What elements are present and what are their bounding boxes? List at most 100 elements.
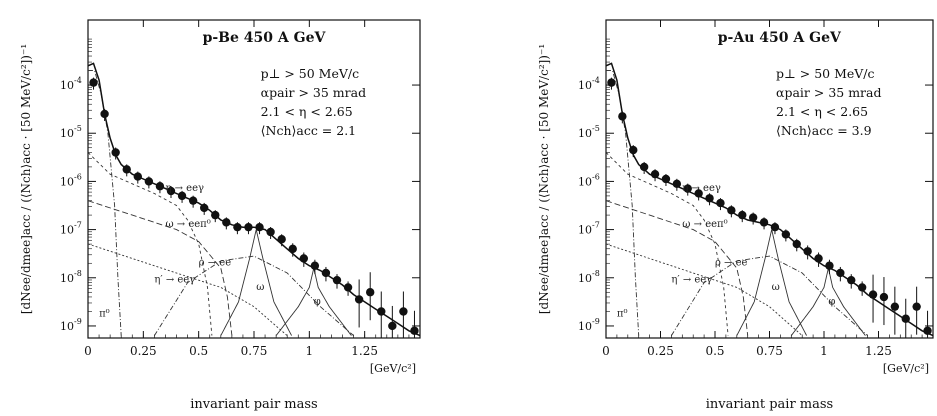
data-point	[277, 235, 286, 244]
data-point	[650, 169, 660, 179]
x-axis-label: invariant pair mass	[190, 397, 317, 412]
y-tick-label: 10-4	[60, 76, 82, 92]
curve-label: π⁰	[99, 308, 110, 319]
x-axis-unit: [GeV/c²]	[370, 362, 416, 375]
data-point	[901, 314, 910, 323]
y-tick-base: 10	[578, 175, 592, 188]
y-tick-label: 10-4	[578, 76, 600, 92]
x-tick-label: 0.5	[189, 344, 208, 358]
y-tick-base: 10	[578, 320, 592, 333]
data-point	[879, 292, 889, 302]
chart-title: p-Au 450 A GeV	[718, 30, 842, 46]
data-point	[607, 78, 616, 87]
cut-annotation: αpair > 35 mrad	[261, 85, 366, 100]
x-tick-label: 0.5	[705, 344, 724, 358]
data-point	[366, 288, 375, 297]
y-tick-label: 10-6	[60, 172, 82, 188]
curve-label: ρ → ee	[199, 258, 232, 269]
curve-label: ρ → ee	[715, 258, 748, 269]
component-curve	[88, 70, 122, 336]
data-point	[727, 206, 736, 215]
data-point	[144, 177, 154, 186]
data-point	[354, 295, 364, 304]
y-tick-base: 10	[60, 79, 74, 92]
y-tick-label: 10-8	[60, 269, 82, 285]
data-point	[618, 112, 627, 121]
data-point	[89, 78, 98, 87]
cut-annotation: 2.1 < η < 2.65	[261, 104, 353, 119]
curve-label: φ	[828, 296, 835, 307]
data-point	[770, 222, 780, 232]
component-curve	[606, 152, 729, 336]
data-point	[133, 172, 142, 181]
y-tick-exp: -4	[74, 76, 82, 85]
data-point	[211, 210, 220, 220]
x-tick-label: 0	[84, 344, 92, 358]
y-tick-label: 10-5	[578, 124, 600, 140]
component-curve	[671, 255, 868, 336]
curve-label: η → eeγ	[165, 183, 204, 194]
data-point	[255, 222, 264, 232]
data-point	[781, 230, 791, 239]
data-point	[705, 194, 714, 203]
plot-area	[606, 62, 933, 338]
x-tick-label: 0	[602, 344, 610, 358]
cut-annotation: p⊥ > 50 MeV/c	[261, 66, 360, 81]
data-point	[332, 275, 342, 285]
data-point	[890, 302, 900, 311]
y-tick-base: 10	[578, 79, 592, 92]
y-tick-exp: -7	[74, 221, 82, 230]
data-point	[377, 307, 386, 316]
data-point	[912, 302, 921, 311]
data-point	[661, 174, 671, 184]
data-point	[188, 196, 198, 205]
y-tick-base: 10	[60, 272, 74, 285]
cut-annotation: ⟨Nch⟩acc = 3.9	[776, 123, 872, 138]
data-point	[111, 148, 120, 157]
y-tick-exp: -6	[592, 172, 600, 181]
data-point	[388, 321, 397, 331]
component-curve	[154, 255, 354, 336]
cut-annotation: 2.1 < η < 2.65	[776, 104, 868, 119]
y-tick-base: 10	[578, 224, 592, 237]
y-tick-base: 10	[578, 127, 592, 140]
data-point	[100, 109, 109, 119]
curve-label: η′ → eeγ	[671, 275, 712, 286]
y-axis-label: [dNee/dmee]acc / (⟨Nch⟩acc · [50 MeV/c²]…	[537, 44, 551, 314]
data-point	[814, 254, 823, 263]
y-tick-base: 10	[60, 224, 74, 237]
curve-label: η → eeγ	[682, 183, 721, 194]
chart-title: p-Be 450 A GeV	[203, 30, 327, 46]
data-point	[923, 326, 932, 335]
y-tick-label: 10-5	[60, 124, 82, 140]
curve-label: ω	[772, 282, 780, 293]
data-point	[299, 254, 308, 263]
x-tick-label: 1.25	[865, 344, 892, 358]
data-point	[748, 213, 758, 222]
cut-annotation: ⟨Nch⟩acc = 2.1	[261, 123, 357, 138]
data-point	[868, 290, 878, 299]
y-tick-base: 10	[60, 175, 74, 188]
data-point	[222, 218, 231, 227]
data-point	[639, 162, 649, 172]
data-point	[683, 184, 692, 193]
data-point	[759, 218, 769, 227]
data-point	[716, 198, 725, 208]
cut-annotation: p⊥ > 50 MeV/c	[776, 66, 875, 81]
data-point	[343, 283, 353, 292]
data-point	[410, 326, 419, 335]
y-tick-exp: -5	[74, 124, 82, 133]
component-curve	[88, 200, 233, 336]
data-point	[266, 227, 275, 237]
y-tick-base: 10	[578, 272, 592, 285]
x-tick-label: 0.25	[647, 344, 674, 358]
component-curve	[606, 200, 749, 336]
x-tick-label: 0.25	[130, 344, 157, 358]
data-point	[288, 244, 297, 254]
data-point	[233, 222, 242, 232]
data-point	[629, 145, 638, 155]
y-tick-label: 10-8	[578, 269, 600, 285]
data-point	[244, 222, 253, 232]
component-curve	[88, 152, 213, 336]
